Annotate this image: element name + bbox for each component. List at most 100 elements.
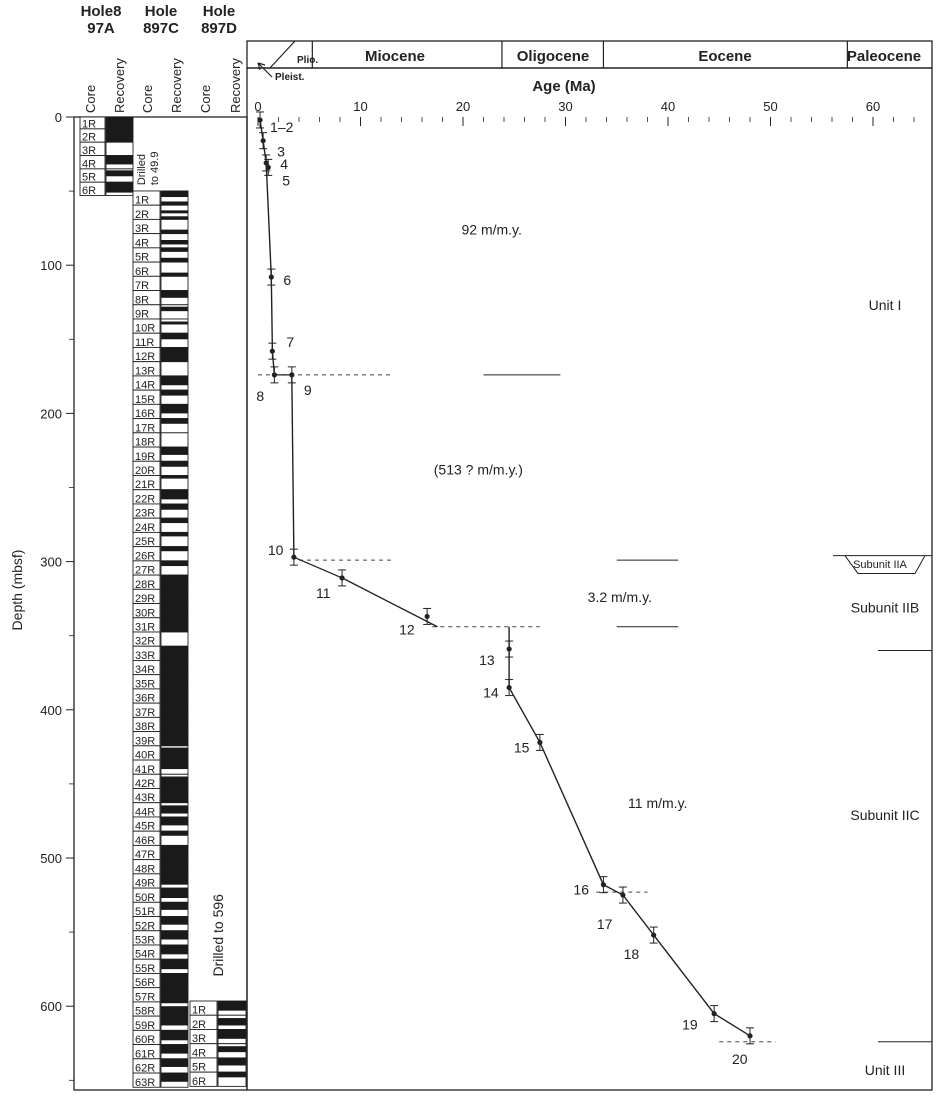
core-label: 3R	[135, 223, 149, 235]
core-label: 52R	[135, 920, 155, 932]
datum-point	[257, 117, 263, 123]
recovered-interval	[161, 1030, 188, 1041]
recovered-interval	[218, 1018, 246, 1026]
core-label: 2R	[135, 209, 149, 221]
core-label: 17R	[135, 422, 155, 434]
recovered-interval	[106, 117, 133, 129]
drilled-note: Drilled to 596	[210, 894, 226, 977]
core-label: 6R	[82, 185, 96, 197]
core-label: 30R	[135, 607, 155, 619]
hole-title-line1: Hole	[145, 3, 178, 20]
core-label: 8R	[135, 294, 149, 306]
recovered-interval	[161, 518, 188, 524]
recovered-interval	[161, 347, 188, 362]
core-label: 45R	[135, 821, 155, 833]
core-label: 21R	[135, 479, 155, 491]
recovered-interval	[161, 944, 188, 955]
x-tick-label: 40	[661, 99, 675, 114]
epoch-oligocene: Oligocene	[517, 48, 590, 65]
recovered-interval	[161, 1073, 188, 1082]
x-tick-label: 30	[558, 99, 572, 114]
x-tick-label: 20	[456, 99, 470, 114]
core-label: 5R	[82, 172, 96, 184]
core-label: 61R	[135, 1048, 155, 1060]
core-label: 63R	[135, 1077, 155, 1089]
core-label: 1R	[82, 118, 96, 130]
recovered-interval	[161, 306, 188, 312]
datum-label: 8	[256, 388, 264, 404]
hole-title-line2: 97A	[87, 20, 115, 37]
core-label: 44R	[135, 806, 155, 818]
recovered-interval	[161, 959, 188, 970]
core-label: 42R	[135, 778, 155, 790]
core-column-label: Core	[198, 85, 213, 113]
recovered-interval	[161, 418, 188, 424]
datum-label: 10	[268, 542, 284, 558]
core-label: 58R	[135, 1006, 155, 1018]
datum-label: 15	[514, 739, 530, 755]
core-label: 1R	[135, 195, 149, 207]
recovery-box	[105, 141, 134, 156]
drilled-note: Drilled	[136, 154, 148, 185]
unit-label: Subunit IIB	[851, 600, 920, 616]
core-label: 46R	[135, 835, 155, 847]
recovered-interval	[106, 155, 133, 165]
recovered-interval	[161, 489, 188, 500]
datum-label: 1–2	[270, 119, 294, 135]
age-depth-line	[341, 577, 438, 628]
x-tick-label: 10	[353, 99, 367, 114]
core-label: 19R	[135, 451, 155, 463]
recovered-interval	[161, 321, 188, 325]
recovered-interval	[161, 1006, 188, 1017]
recovered-interval	[218, 1072, 246, 1078]
age-depth-line	[508, 626, 751, 1037]
core-label: 43R	[135, 792, 155, 804]
recovered-interval	[106, 128, 133, 143]
hole-header-897C: Hole 897C	[143, 3, 179, 37]
core-label: 38R	[135, 721, 155, 733]
recovered-interval	[161, 272, 188, 277]
datum-label: 20	[732, 1051, 748, 1067]
recovered-interval	[161, 390, 188, 396]
core-label: 11R	[135, 337, 154, 349]
y-tick-label: 100	[40, 258, 62, 273]
core-label: 51R	[135, 906, 155, 918]
datum-label: 4	[280, 156, 288, 172]
core-label: 4R	[82, 158, 96, 170]
recovered-interval	[218, 1029, 246, 1039]
x-axis-label: Age (Ma)	[532, 78, 595, 95]
recovered-interval	[161, 575, 188, 632]
datum-point	[271, 372, 277, 378]
core-box	[132, 1072, 161, 1088]
core-label: 47R	[135, 849, 155, 861]
rate-annotation: 11 m/m.y.	[628, 795, 687, 811]
recovered-interval	[161, 776, 188, 803]
core-label: 59R	[135, 1020, 155, 1032]
datum-label: 6	[283, 272, 291, 288]
recovered-interval	[161, 257, 188, 263]
y-tick-label: 500	[40, 851, 62, 866]
datum-label: 3	[277, 144, 285, 160]
core-label: 48R	[135, 863, 155, 875]
core-label: 7R	[135, 280, 149, 292]
core-label: 6R	[192, 1076, 206, 1088]
core-label: 50R	[135, 892, 155, 904]
hole-header-897A: Hole8 97A	[81, 3, 122, 37]
core-label: 4R	[192, 1047, 206, 1059]
recovery-box	[160, 275, 189, 291]
core-column-label: Core	[140, 85, 155, 113]
core-label: 14R	[135, 380, 155, 392]
datum-label: 5	[282, 172, 290, 188]
core-label: 16R	[135, 408, 155, 420]
recovery-column-label: Recovery	[228, 58, 243, 113]
datum-label: 9	[304, 382, 312, 398]
subunit-iia-lens	[833, 555, 932, 574]
recovered-interval	[161, 1016, 188, 1026]
x-tick-label: 0	[254, 99, 261, 114]
core-label: 23R	[135, 508, 155, 520]
recovered-interval	[161, 447, 188, 455]
y-tick-label: 400	[40, 703, 62, 718]
core-label: 57R	[135, 991, 155, 1003]
datum-label: 14	[483, 685, 499, 701]
